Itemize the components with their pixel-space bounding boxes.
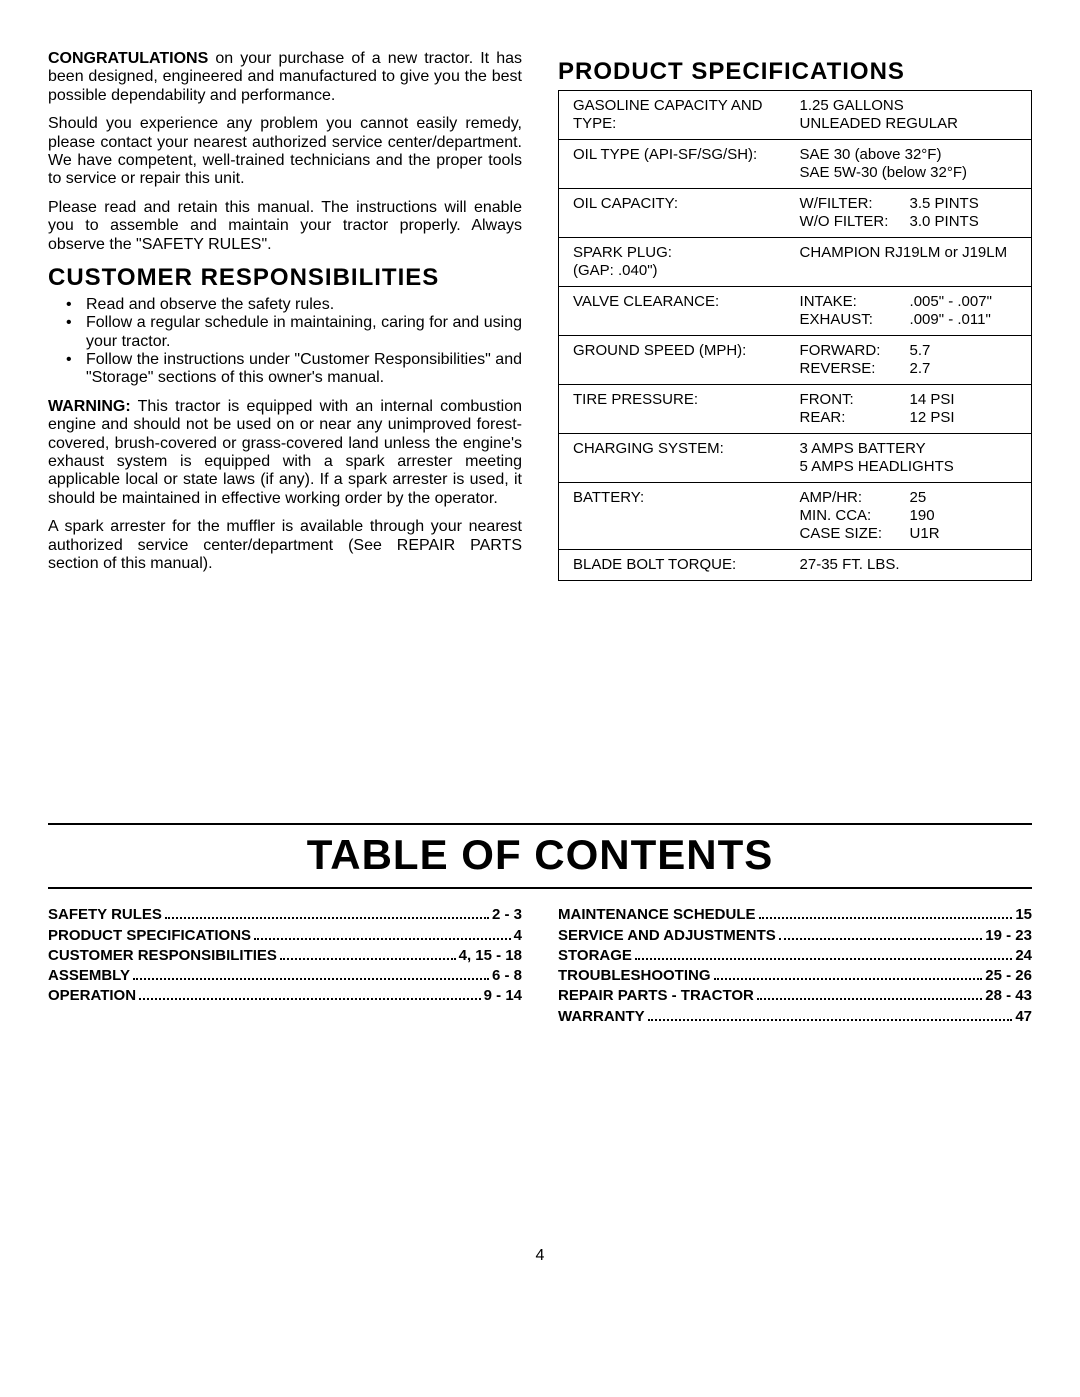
spec-value: INTAKE:.005" - .007"EXHAUST:.009" - .011…: [786, 287, 1032, 336]
bullet-item: Follow the instructions under "Customer …: [48, 351, 522, 388]
toc-dots: [254, 938, 511, 940]
spec-value: AMP/HR:25MIN. CCA:190CASE SIZE:U1R: [786, 483, 1032, 550]
toc-entry-page: 25 - 26: [985, 966, 1032, 986]
toc-dots: [759, 917, 1013, 919]
spec-label: SPARK PLUG:(GAP: .040"): [559, 238, 786, 287]
intro-paragraph: CONGRATULATIONS on your purchase of a ne…: [48, 50, 522, 105]
table-of-contents: TABLE OF CONTENTS SAFETY RULES2 - 3PRODU…: [48, 823, 1032, 1027]
spec-row: OIL CAPACITY:W/FILTER:3.5 PINTSW/O FILTE…: [559, 189, 1032, 238]
two-column-layout: CONGRATULATIONS on your purchase of a ne…: [48, 50, 1032, 583]
toc-entry: PRODUCT SPECIFICATIONS 4: [48, 926, 522, 946]
toc-dots: [635, 958, 1012, 960]
toc-entry-label: WARRANTY: [558, 1007, 645, 1027]
toc-entry-page: 4, 15 - 18: [459, 946, 522, 966]
spec-row: CHARGING SYSTEM:3 AMPS BATTERY5 AMPS HEA…: [559, 434, 1032, 483]
toc-entry-label: SAFETY RULES: [48, 905, 162, 925]
spec-label: OIL CAPACITY:: [559, 189, 786, 238]
warning-bold: WARNING:: [48, 398, 131, 415]
toc-entry-page: 24: [1015, 946, 1032, 966]
toc-entry: SERVICE AND ADJUSTMENTS 19 - 23: [558, 926, 1032, 946]
toc-entry-page: 9 - 14: [484, 986, 522, 1006]
toc-entry-page: 15: [1015, 905, 1032, 925]
toc-left-column: SAFETY RULES 2 - 3 PRODUCT SPECIFICATIONS 4…: [48, 905, 522, 1027]
bullet-item: Follow a regular schedule in maintaining…: [48, 314, 522, 351]
spec-label: GROUND SPEED (MPH):: [559, 336, 786, 385]
toc-entry: OPERATION 9 - 14: [48, 986, 522, 1006]
spec-row: BATTERY:AMP/HR:25MIN. CCA:190CASE SIZE:U…: [559, 483, 1032, 550]
toc-entry-page: 4: [514, 926, 522, 946]
toc-dots: [648, 1019, 1013, 1021]
customer-responsibilities-heading: CUSTOMER RESPONSIBILITIES: [48, 264, 522, 292]
spec-label: VALVE CLEARANCE:: [559, 287, 786, 336]
spec-value: FRONT:14 PSIREAR:12 PSI: [786, 385, 1032, 434]
spec-row: SPARK PLUG:(GAP: .040")CHAMPION RJ19LM o…: [559, 238, 1032, 287]
toc-dots: [133, 978, 489, 980]
toc-columns: SAFETY RULES 2 - 3 PRODUCT SPECIFICATIONS 4…: [48, 905, 1032, 1027]
toc-entry: SAFETY RULES 2 - 3: [48, 905, 522, 925]
toc-title-bar: TABLE OF CONTENTS: [48, 823, 1032, 889]
toc-entry: CUSTOMER RESPONSIBILITIES 4, 15 - 18: [48, 946, 522, 966]
toc-entry-label: SERVICE AND ADJUSTMENTS: [558, 926, 776, 946]
toc-entry-label: PRODUCT SPECIFICATIONS: [48, 926, 251, 946]
toc-entry: TROUBLESHOOTING 25 - 26: [558, 966, 1032, 986]
bullet-item: Read and observe the safety rules.: [48, 296, 522, 314]
paragraph-2: Should you experience any problem you ca…: [48, 115, 522, 189]
spec-label: GASOLINE CAPACITY AND TYPE:: [559, 91, 786, 140]
toc-dots: [779, 938, 982, 940]
right-column: PRODUCT SPECIFICATIONS GASOLINE CAPACITY…: [558, 50, 1032, 583]
toc-entry-label: REPAIR PARTS - TRACTOR: [558, 986, 754, 1006]
left-column: CONGRATULATIONS on your purchase of a ne…: [48, 50, 522, 583]
toc-entry-page: 6 - 8: [492, 966, 522, 986]
toc-entry-label: OPERATION: [48, 986, 136, 1006]
warning-paragraph: WARNING: This tractor is equipped with a…: [48, 398, 522, 508]
spec-value: 3 AMPS BATTERY5 AMPS HEADLIGHTS: [786, 434, 1032, 483]
spec-label: BLADE BOLT TORQUE:: [559, 550, 786, 581]
toc-entry-label: MAINTENANCE SCHEDULE: [558, 905, 756, 925]
responsibilities-list: Read and observe the safety rules. Follo…: [48, 296, 522, 388]
spec-row: GROUND SPEED (MPH):FORWARD:5.7REVERSE:2.…: [559, 336, 1032, 385]
specifications-table: GASOLINE CAPACITY AND TYPE:1.25 GALLONSU…: [558, 90, 1032, 581]
spec-label: BATTERY:: [559, 483, 786, 550]
spec-row: BLADE BOLT TORQUE:27-35 FT. LBS.: [559, 550, 1032, 581]
toc-entry: MAINTENANCE SCHEDULE 15: [558, 905, 1032, 925]
toc-dots: [139, 998, 481, 1000]
toc-entry: ASSEMBLY 6 - 8: [48, 966, 522, 986]
toc-title: TABLE OF CONTENTS: [48, 831, 1032, 879]
toc-entry-label: STORAGE: [558, 946, 632, 966]
spec-value: W/FILTER:3.5 PINTSW/O FILTER:3.0 PINTS: [786, 189, 1032, 238]
congrats-bold: CONGRATULATIONS: [48, 50, 208, 67]
spec-value: SAE 30 (above 32°F)SAE 5W-30 (below 32°F…: [786, 140, 1032, 189]
toc-entry-page: 47: [1015, 1007, 1032, 1027]
spec-row: GASOLINE CAPACITY AND TYPE:1.25 GALLONSU…: [559, 91, 1032, 140]
toc-entry: STORAGE 24: [558, 946, 1032, 966]
toc-entry-page: 28 - 43: [985, 986, 1032, 1006]
spec-value: 1.25 GALLONSUNLEADED REGULAR: [786, 91, 1032, 140]
toc-dots: [714, 978, 983, 980]
toc-right-column: MAINTENANCE SCHEDULE15SERVICE AND ADJUST…: [558, 905, 1032, 1027]
spec-value: CHAMPION RJ19LM or J19LM: [786, 238, 1032, 287]
toc-dots: [280, 958, 456, 960]
toc-entry-label: ASSEMBLY: [48, 966, 130, 986]
toc-dots: [165, 917, 489, 919]
spec-value: FORWARD:5.7REVERSE:2.7: [786, 336, 1032, 385]
spec-label: CHARGING SYSTEM:: [559, 434, 786, 483]
spec-row: TIRE PRESSURE:FRONT:14 PSIREAR:12 PSI: [559, 385, 1032, 434]
toc-entry: REPAIR PARTS - TRACTOR 28 - 43: [558, 986, 1032, 1006]
toc-entry-page: 2 - 3: [492, 905, 522, 925]
spark-arrester-paragraph: A spark arrester for the muffler is avai…: [48, 518, 522, 573]
toc-entry-label: CUSTOMER RESPONSIBILITIES: [48, 946, 277, 966]
toc-dots: [757, 998, 982, 1000]
paragraph-3: Please read and retain this manual. The …: [48, 199, 522, 254]
product-specifications-heading: PRODUCT SPECIFICATIONS: [558, 58, 1032, 86]
toc-entry-label: TROUBLESHOOTING: [558, 966, 711, 986]
spec-row: VALVE CLEARANCE:INTAKE:.005" - .007"EXHA…: [559, 287, 1032, 336]
spec-label: TIRE PRESSURE:: [559, 385, 786, 434]
toc-entry-page: 19 - 23: [985, 926, 1032, 946]
toc-entry: WARRANTY 47: [558, 1007, 1032, 1027]
spec-row: OIL TYPE (API-SF/SG/SH):SAE 30 (above 32…: [559, 140, 1032, 189]
spec-label: OIL TYPE (API-SF/SG/SH):: [559, 140, 786, 189]
page-number: 4: [48, 1247, 1032, 1265]
spec-value: 27-35 FT. LBS.: [786, 550, 1032, 581]
